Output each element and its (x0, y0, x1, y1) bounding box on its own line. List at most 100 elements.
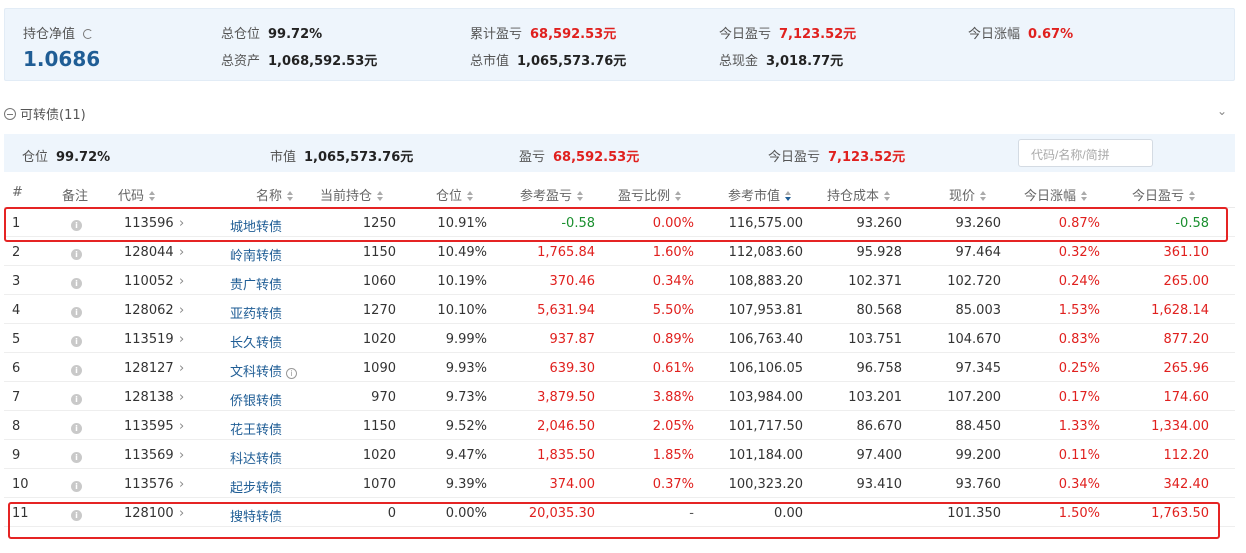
table-row[interactable]: i › 岭南转债 2 128044 1150 10.49% 1,765.84 1.60% 112,… (4, 237, 1235, 266)
expand-arrow-icon[interactable]: › (179, 303, 185, 318)
table-row[interactable]: i › 城地转债 1 113596 1250 10.91% -0.58 0.00% 116,575… (4, 208, 1235, 237)
cell-pnl: 937.87 (549, 332, 596, 347)
note-icon[interactable]: i (71, 249, 82, 260)
expand-arrow-icon[interactable]: › (179, 506, 185, 521)
expand-arrow-icon[interactable]: › (179, 245, 185, 260)
cell-pnl: 20,035.30 (528, 506, 595, 521)
header-name[interactable]: 名称 (256, 185, 294, 204)
table-row[interactable]: i › 文科转债 i 6 128127 1090 9.93% 639.30 0.61% 106,10… (4, 353, 1235, 382)
note-icon[interactable]: i (71, 510, 82, 521)
cell-cost: 102.371 (848, 274, 902, 289)
table-row[interactable]: i › 搜特转债 11 128100 0 0.00% 20,035.30 - 0.00 101.35… (4, 498, 1235, 527)
section-header[interactable]: 可转债(11) ⌄ (4, 104, 1235, 123)
cell-price: 97.464 (955, 245, 1002, 260)
table-row[interactable]: i › 科达转债 9 113569 1020 9.47% 1,835.50 1.85% 101,1… (4, 440, 1235, 469)
info-icon[interactable]: i (286, 368, 298, 379)
bond-name-link[interactable]: 贵广转债 (230, 278, 283, 293)
cell-price: 107.200 (947, 390, 1001, 405)
cell-pnl: 374.00 (549, 477, 596, 492)
sort-desc-icon (785, 191, 792, 202)
expand-arrow-icon[interactable]: › (179, 332, 185, 347)
sort-icon (675, 191, 682, 202)
bond-name-link[interactable]: 花王转债 (230, 423, 283, 438)
bond-name-link[interactable]: 城地转债 (230, 220, 283, 235)
cell-weight: 0.00% (445, 506, 487, 521)
sort-icon (1081, 191, 1088, 202)
section-pnl: 盈亏 68,592.53元 (519, 150, 640, 165)
bond-name-link[interactable]: 科达转债 (230, 452, 283, 467)
bond-name-link[interactable]: 亚药转债 (230, 307, 283, 322)
cell-cost: 95.928 (856, 245, 903, 260)
header-pnl[interactable]: 参考盈亏 (520, 185, 584, 204)
cell-pnl-ratio: 0.37% (652, 477, 694, 492)
bond-name-link[interactable]: 起步转债 (230, 481, 283, 496)
note-icon[interactable]: i (71, 365, 82, 376)
header-weight[interactable]: 仓位 (436, 185, 474, 204)
chevron-down-icon[interactable]: ⌄ (1216, 104, 1227, 118)
expand-arrow-icon[interactable]: › (179, 216, 185, 231)
table-row[interactable]: i › 长久转债 5 113519 1020 9.99% 937.87 0.89% 106,763… (4, 324, 1235, 353)
table-row[interactable]: i › 起步转债 10 113576 1070 9.39% 374.00 0.37% 100,32… (4, 469, 1235, 498)
bond-name-link[interactable]: 文科转债 i (230, 361, 298, 380)
expand-arrow-icon[interactable]: › (179, 390, 185, 405)
header-cost[interactable]: 持仓成本 (827, 185, 891, 204)
expand-arrow-icon[interactable]: › (179, 274, 185, 289)
cell-chg: 1.33% (1058, 419, 1100, 434)
today-pnl: 今日盈亏 7,123.52元 (719, 27, 857, 42)
table-row[interactable]: i › 贵广转债 3 110052 1060 10.19% 370.46 0.34% 108,88… (4, 266, 1235, 295)
table-row[interactable]: i › 亚药转债 4 128062 1270 10.10% 5,631.94 5.50% 107,… (4, 295, 1235, 324)
header-change[interactable]: 今日涨幅 (1024, 185, 1088, 204)
expand-arrow-icon[interactable]: › (179, 448, 185, 463)
cell-chg: 0.32% (1058, 245, 1100, 260)
note-icon[interactable]: i (71, 394, 82, 405)
header-qty[interactable]: 当前持仓 (320, 185, 384, 204)
cell-qty: 1020 (362, 448, 396, 463)
cell-chg: 0.24% (1058, 274, 1100, 289)
cell-mv: 0.00 (774, 506, 803, 521)
table-row[interactable]: i › 花王转债 8 113595 1150 9.52% 2,046.50 2.05% 101,7… (4, 411, 1235, 440)
cell-pnl-ratio: 0.61% (652, 361, 694, 376)
note-icon[interactable]: i (71, 278, 82, 289)
cell-cost: 96.758 (856, 361, 903, 376)
sort-icon (884, 191, 891, 202)
cell-idx: 6 (12, 361, 21, 376)
expand-arrow-icon[interactable]: › (179, 419, 185, 434)
header-code[interactable]: 代码 (118, 185, 156, 204)
cell-idx: 9 (12, 448, 21, 463)
cell-today-pnl: 342.40 (1163, 477, 1210, 492)
section-summary-bar: 仓位 99.72% 市值 1,065,573.76元 盈亏 68,592.53元 今日… (4, 134, 1235, 172)
header-today-pnl[interactable]: 今日盈亏 (1132, 185, 1196, 204)
search-input[interactable]: 代码/名称/简拼 (1018, 139, 1153, 167)
note-icon[interactable]: i (71, 307, 82, 318)
section-today-pnl: 今日盈亏 7,123.52元 (768, 150, 906, 165)
cell-pnl: 5,631.94 (537, 303, 595, 318)
header-price[interactable]: 现价 (949, 185, 987, 204)
bond-name-link[interactable]: 长久转债 (230, 336, 283, 351)
table-row[interactable]: i › 侨银转债 7 128138 970 9.73% 3,879.50 3.88% 103,98… (4, 382, 1235, 411)
note-icon[interactable]: i (71, 220, 82, 231)
note-icon[interactable]: i (71, 423, 82, 434)
cell-pnl-ratio: 3.88% (652, 390, 694, 405)
bond-name-link[interactable]: 侨银转债 (230, 394, 283, 409)
collapse-icon[interactable] (4, 108, 16, 120)
cell-pnl-ratio: 2.05% (652, 419, 694, 434)
header-pnl-ratio[interactable]: 盈亏比例 (618, 185, 682, 204)
expand-arrow-icon[interactable]: › (179, 361, 185, 376)
note-icon[interactable]: i (71, 481, 82, 492)
cell-price: 93.760 (955, 477, 1002, 492)
note-icon[interactable]: i (71, 336, 82, 347)
note-icon[interactable]: i (71, 452, 82, 463)
cell-today-pnl: 112.20 (1163, 448, 1210, 463)
nav-value: 1.0686 (23, 47, 101, 71)
bond-name-link[interactable]: 岭南转债 (230, 249, 283, 264)
cell-weight: 10.19% (437, 274, 487, 289)
bond-name-link[interactable]: 搜特转债 (230, 510, 283, 525)
expand-arrow-icon[interactable]: › (179, 477, 185, 492)
cell-price: 99.200 (955, 448, 1002, 463)
table-body: i › 城地转债 1 113596 1250 10.91% -0.58 0.00% 116,575… (4, 208, 1235, 527)
cell-today-pnl: 265.00 (1163, 274, 1210, 289)
refresh-icon[interactable] (83, 29, 94, 39)
header-market-value[interactable]: 参考市值 (728, 185, 792, 204)
cell-mv: 108,883.20 (728, 274, 803, 289)
cell-qty: 1250 (362, 216, 396, 231)
